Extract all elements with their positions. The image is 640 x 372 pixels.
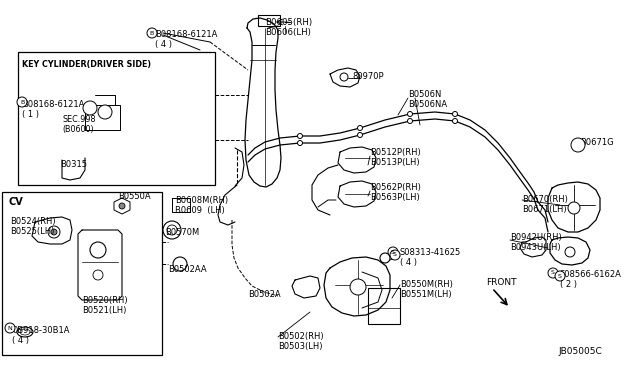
Text: B0562P(RH)
B0563P(LH): B0562P(RH) B0563P(LH): [370, 183, 421, 202]
Ellipse shape: [20, 329, 30, 335]
Text: 80970P: 80970P: [352, 72, 383, 81]
Text: B0506N
B0506NA: B0506N B0506NA: [408, 90, 447, 109]
Circle shape: [452, 119, 458, 124]
Circle shape: [358, 132, 362, 138]
Text: B0502AA: B0502AA: [168, 265, 207, 274]
Circle shape: [380, 253, 390, 263]
Text: S08566-6162A
( 2 ): S08566-6162A ( 2 ): [560, 270, 622, 289]
Text: B0502A: B0502A: [248, 290, 280, 299]
Circle shape: [93, 270, 103, 280]
Bar: [368, 288, 400, 324]
Bar: [2, 192, 162, 355]
Circle shape: [298, 141, 303, 145]
Circle shape: [48, 226, 60, 238]
Text: B0605(RH)
B0606(LH): B0605(RH) B0606(LH): [265, 18, 312, 38]
Bar: [18, 52, 215, 185]
Text: N: N: [8, 326, 12, 330]
Circle shape: [147, 28, 157, 38]
Circle shape: [548, 268, 558, 278]
Circle shape: [574, 141, 582, 149]
Circle shape: [90, 242, 106, 258]
Text: B0315: B0315: [60, 160, 87, 169]
Text: B0550M(RH)
B0551M(LH): B0550M(RH) B0551M(LH): [400, 280, 453, 299]
Circle shape: [568, 202, 580, 214]
Text: B08168-6121A
( 1 ): B08168-6121A ( 1 ): [22, 100, 84, 119]
Text: B0671G: B0671G: [580, 138, 614, 147]
Text: FRONT: FRONT: [486, 278, 516, 287]
Text: CV: CV: [8, 197, 23, 207]
Text: B0550A: B0550A: [118, 192, 150, 201]
Text: S: S: [391, 250, 395, 254]
Text: B0570M: B0570M: [165, 228, 199, 237]
Circle shape: [17, 97, 27, 107]
Circle shape: [408, 119, 413, 124]
Circle shape: [555, 271, 565, 281]
Text: S: S: [558, 273, 562, 279]
Circle shape: [119, 203, 125, 209]
Text: B: B: [20, 99, 24, 105]
Text: B0670(RH)
B0671(LH): B0670(RH) B0671(LH): [522, 195, 568, 214]
Text: B: B: [150, 31, 154, 35]
Circle shape: [350, 279, 366, 295]
Circle shape: [167, 225, 177, 235]
Text: SEC.998
(B0600): SEC.998 (B0600): [62, 115, 95, 134]
Circle shape: [83, 101, 97, 115]
Text: B0512P(RH)
B0513P(LH): B0512P(RH) B0513P(LH): [370, 148, 420, 167]
Circle shape: [408, 112, 413, 116]
Circle shape: [358, 125, 362, 131]
Text: B0502(RH)
B0503(LH): B0502(RH) B0503(LH): [278, 332, 324, 352]
Text: S: S: [551, 270, 555, 276]
Text: S: S: [393, 253, 397, 257]
Bar: [258, 15, 280, 26]
Circle shape: [452, 112, 458, 116]
Text: B0608M(RH)
B0609  (LH): B0608M(RH) B0609 (LH): [175, 196, 228, 215]
Circle shape: [173, 257, 187, 271]
Circle shape: [163, 221, 181, 239]
Circle shape: [565, 247, 575, 257]
Text: B08168-6121A
( 4 ): B08168-6121A ( 4 ): [155, 30, 218, 49]
Text: B0520(RH)
B0521(LH): B0520(RH) B0521(LH): [82, 296, 127, 315]
Circle shape: [298, 134, 303, 138]
Circle shape: [340, 73, 348, 81]
Circle shape: [571, 138, 585, 152]
Circle shape: [93, 245, 103, 255]
Circle shape: [98, 105, 112, 119]
Ellipse shape: [17, 327, 33, 337]
Text: 0B918-30B1A
( 4 ): 0B918-30B1A ( 4 ): [12, 326, 70, 345]
Text: B0942U(RH)
B0943U(LH): B0942U(RH) B0943U(LH): [510, 233, 562, 252]
Text: KEY CYLINDER(DRIVER SIDE): KEY CYLINDER(DRIVER SIDE): [22, 60, 151, 69]
Circle shape: [390, 250, 400, 260]
Circle shape: [5, 323, 15, 333]
Circle shape: [51, 229, 57, 235]
Text: JB05005C: JB05005C: [558, 347, 602, 356]
Text: B0524(RH)
B0525(LH): B0524(RH) B0525(LH): [10, 217, 56, 236]
Circle shape: [388, 247, 398, 257]
Text: S08313-41625
( 4 ): S08313-41625 ( 4 ): [400, 248, 461, 267]
